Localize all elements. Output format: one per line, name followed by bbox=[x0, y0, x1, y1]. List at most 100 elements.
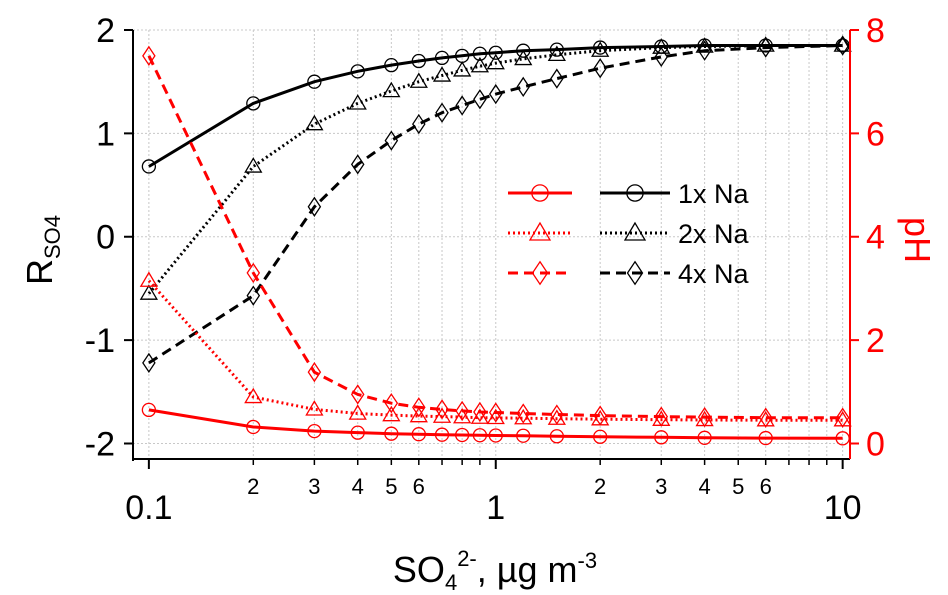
data-point bbox=[305, 114, 324, 131]
y-right-tick-label: 0 bbox=[866, 425, 885, 463]
legend: 1x Na 2x Na 4x Na bbox=[508, 179, 750, 289]
data-point bbox=[697, 40, 712, 61]
data-point bbox=[409, 406, 428, 423]
data-point bbox=[654, 430, 669, 445]
data-point bbox=[654, 406, 669, 427]
data-point bbox=[348, 404, 367, 420]
data-point bbox=[384, 130, 399, 151]
series-line bbox=[147, 55, 843, 420]
data-point bbox=[470, 408, 490, 424]
x-tick-minor-label: 4 bbox=[698, 474, 710, 499]
data-point bbox=[412, 113, 426, 135]
legend-label: 1x Na bbox=[678, 179, 750, 209]
data-point bbox=[305, 400, 324, 416]
data-point bbox=[455, 400, 469, 422]
legend-marker-black bbox=[626, 184, 644, 202]
legend-marker-black bbox=[623, 221, 647, 241]
data-point bbox=[246, 96, 261, 111]
data-point bbox=[697, 406, 712, 428]
x-tick-minor-label: 4 bbox=[352, 474, 364, 499]
x-axis-title-sub: 4 bbox=[445, 570, 457, 595]
data-point bbox=[758, 430, 773, 446]
data-point bbox=[472, 46, 488, 61]
y-left-tick-label: 0 bbox=[96, 219, 115, 257]
data-point bbox=[549, 429, 564, 444]
x-tick-label: 0.1 bbox=[125, 489, 172, 527]
grid bbox=[133, 29, 850, 459]
data-point bbox=[453, 61, 472, 77]
data-point bbox=[593, 58, 607, 79]
data-point bbox=[350, 425, 365, 440]
data-point bbox=[307, 196, 322, 217]
data-point bbox=[591, 41, 610, 57]
data-point bbox=[488, 45, 503, 60]
x-axis-title-rest: , µg m bbox=[477, 549, 578, 590]
y-right-tick-label: 4 bbox=[866, 219, 885, 257]
x-tick-minor-label: 5 bbox=[385, 474, 397, 499]
data-point bbox=[454, 427, 470, 443]
data-point bbox=[486, 408, 505, 425]
x-axis-title: SO42-, µg m-3 bbox=[393, 546, 597, 595]
data-point bbox=[141, 402, 157, 418]
series-left-diamond bbox=[142, 35, 850, 374]
data-point bbox=[348, 94, 367, 110]
data-point bbox=[835, 407, 850, 428]
data-point bbox=[514, 49, 533, 66]
y-left-tick-label: 2 bbox=[96, 12, 115, 50]
x-tick-label: 10 bbox=[824, 489, 862, 527]
series-line bbox=[148, 44, 843, 365]
data-point bbox=[434, 50, 450, 66]
x-axis-title-base: SO bbox=[393, 549, 445, 590]
data-point bbox=[758, 407, 773, 428]
data-point bbox=[142, 45, 156, 67]
legend-label: 4x Na bbox=[678, 259, 750, 289]
data-point bbox=[470, 56, 490, 73]
data-point bbox=[141, 159, 157, 174]
y-right-tick-label: 6 bbox=[866, 115, 885, 153]
series-line bbox=[147, 44, 843, 295]
legend-entry: 4x Na bbox=[508, 259, 750, 289]
data-point bbox=[246, 419, 261, 435]
data-point bbox=[139, 284, 159, 300]
data-point bbox=[516, 76, 531, 98]
data-point bbox=[382, 405, 401, 422]
data-point bbox=[486, 53, 505, 70]
y-axis-left-title-sub: SO4 bbox=[40, 215, 65, 259]
data-point bbox=[411, 53, 426, 69]
series-right-diamond bbox=[142, 45, 850, 428]
data-point bbox=[593, 429, 608, 444]
data-point bbox=[384, 57, 399, 73]
data-point bbox=[488, 402, 503, 423]
series-line bbox=[148, 408, 843, 440]
data-point bbox=[435, 102, 449, 123]
x-tick-minor-label: 6 bbox=[413, 474, 425, 499]
legend-label: 2x Na bbox=[678, 219, 750, 249]
data-point bbox=[412, 397, 426, 418]
data-point bbox=[550, 68, 564, 89]
legend-entry: 2x Na bbox=[508, 219, 750, 249]
data-point bbox=[246, 285, 261, 306]
y-left-tick-label: -1 bbox=[85, 322, 115, 360]
data-point bbox=[307, 361, 322, 383]
data-point bbox=[758, 37, 773, 58]
data-point bbox=[382, 81, 401, 98]
data-point bbox=[593, 405, 607, 426]
data-point bbox=[549, 42, 564, 57]
data-point bbox=[516, 428, 531, 443]
y-axis-left-title: RSO4 bbox=[19, 215, 65, 285]
data-point bbox=[473, 401, 487, 423]
y-axis-left-title-base: R bbox=[19, 259, 60, 285]
series-left-circle bbox=[141, 38, 850, 174]
data-point bbox=[835, 35, 850, 56]
data-point bbox=[473, 89, 487, 110]
data-point bbox=[307, 423, 322, 439]
data-point bbox=[350, 154, 365, 175]
x-tick-label: 1 bbox=[486, 489, 505, 527]
series-layer bbox=[139, 35, 852, 446]
data-point bbox=[516, 403, 531, 424]
data-point bbox=[652, 38, 671, 54]
data-point bbox=[432, 407, 452, 423]
data-point bbox=[833, 36, 852, 52]
data-point bbox=[384, 393, 399, 414]
